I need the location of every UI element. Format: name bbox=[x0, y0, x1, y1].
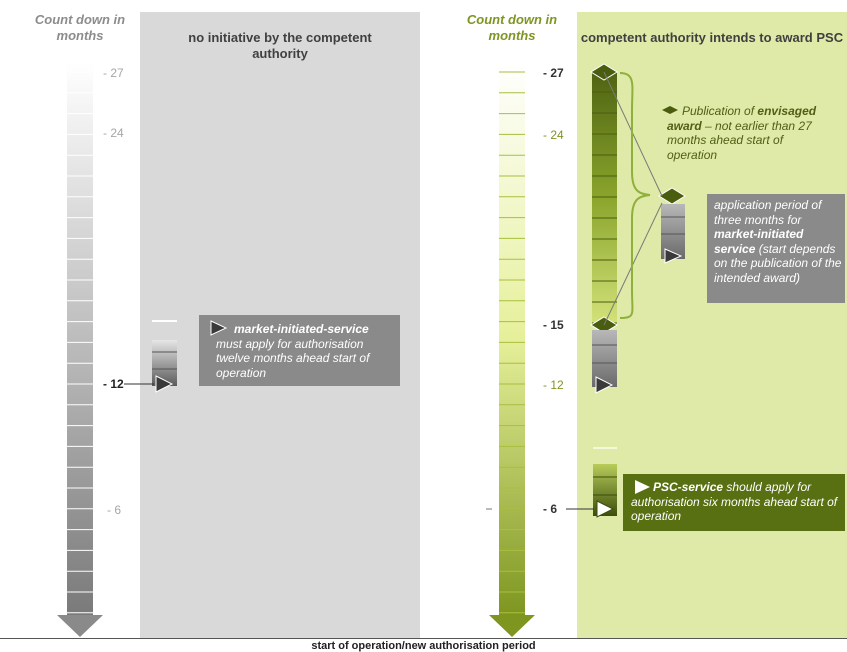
application-note-title: market-initiated service bbox=[714, 227, 804, 256]
psc-note-triangle-icon bbox=[635, 480, 650, 494]
market-initiated-note-title: market-initiated-service bbox=[234, 322, 369, 336]
right-market-initiated-block bbox=[592, 330, 617, 394]
publication-note: Publication of envisaged award – not ear… bbox=[667, 104, 817, 162]
right-tick-24: - 24 bbox=[543, 128, 564, 142]
left-start-triangle-icon bbox=[155, 375, 174, 393]
right-countdown-label: Count down in months bbox=[466, 12, 558, 43]
right-tick-15: - 15 bbox=[543, 318, 564, 332]
psc-triangle-icon bbox=[596, 500, 615, 518]
right-tick-12: - 12 bbox=[543, 378, 564, 392]
left-tick-24: - 24 bbox=[103, 126, 124, 140]
market-initiated-note-box bbox=[199, 315, 400, 386]
psc-note-box bbox=[623, 474, 845, 531]
right-countdown-bar bbox=[489, 62, 535, 637]
application-note: application period of three months for m… bbox=[714, 198, 842, 285]
publication-note-pre: Publication of bbox=[682, 104, 755, 118]
left-market-initiated-block bbox=[124, 320, 177, 393]
right-countdown-arrowhead bbox=[489, 615, 535, 637]
left-tick-12: - 12 bbox=[103, 377, 124, 391]
publication-brace bbox=[619, 72, 651, 319]
left-countdown-bar bbox=[57, 62, 103, 637]
left-panel-title: no initiative by the competent authority bbox=[188, 30, 372, 61]
publication-note-diamond-icon bbox=[662, 106, 678, 114]
market-initiated-note: market-initiated-service must apply for … bbox=[216, 322, 398, 380]
market-initiated-note-triangle-icon bbox=[210, 320, 228, 336]
psc-note-title: PSC-service bbox=[653, 480, 724, 494]
right-12-triangle-icon bbox=[595, 376, 614, 394]
right-tick-27: - 27 bbox=[543, 66, 564, 80]
left-countdown-label: Count down in months bbox=[34, 12, 126, 43]
left-tick-6: - 6 bbox=[107, 503, 122, 517]
application-note-box bbox=[707, 194, 845, 303]
application-note-pre: application period of three months for bbox=[714, 198, 822, 227]
psc-block bbox=[566, 447, 617, 518]
psc-note: PSC-service should apply for authorisati… bbox=[631, 480, 843, 524]
publication-note-title: envisaged award bbox=[667, 104, 817, 133]
application-period-block bbox=[658, 187, 686, 264]
application-note-post: (start depends on the publication of the… bbox=[714, 241, 842, 285]
psc-note-text: should apply for authorisation six month… bbox=[631, 480, 838, 523]
application-triangle-icon bbox=[664, 248, 683, 264]
publication-block bbox=[590, 63, 618, 334]
market-initiated-note-text: must apply for authorisation twelve mont… bbox=[216, 336, 370, 380]
right-tick-6: - 6 bbox=[543, 502, 558, 516]
right-panel bbox=[577, 12, 847, 638]
right-panel-title: competent authority intends to award PSC bbox=[580, 30, 844, 45]
left-countdown-arrowhead bbox=[57, 615, 103, 637]
publication-note-post: – not earlier than 27 months ahead start… bbox=[667, 118, 812, 162]
footer-label: start of operation/new authorisation per… bbox=[311, 640, 536, 652]
left-tick-27: - 27 bbox=[103, 66, 124, 80]
